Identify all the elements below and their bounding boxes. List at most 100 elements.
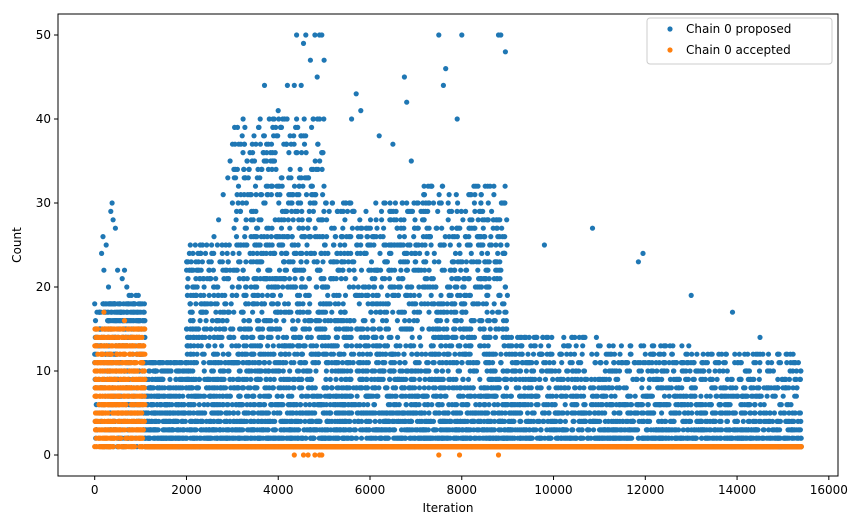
data-point	[466, 326, 472, 332]
data-point	[379, 435, 385, 441]
data-point	[238, 326, 244, 332]
data-point	[274, 192, 280, 198]
data-point	[225, 309, 231, 315]
data-point	[266, 116, 272, 122]
data-point	[387, 200, 393, 206]
data-point	[310, 200, 317, 206]
data-point	[299, 234, 305, 240]
data-point	[388, 284, 395, 290]
data-point	[306, 309, 312, 315]
data-point	[324, 385, 330, 391]
data-point	[205, 343, 211, 349]
data-point	[340, 234, 346, 240]
data-point	[196, 376, 202, 382]
data-point	[292, 276, 298, 282]
data-point	[366, 284, 372, 290]
data-point	[404, 427, 411, 433]
data-point	[187, 242, 193, 248]
data-point	[428, 242, 434, 248]
data-point	[460, 376, 466, 382]
data-point	[303, 360, 309, 366]
data-point	[306, 326, 312, 332]
data-point	[188, 259, 194, 265]
data-point	[189, 267, 195, 273]
data-point	[323, 200, 329, 206]
data-point	[271, 410, 277, 416]
data-point	[251, 133, 257, 139]
data-point	[231, 334, 237, 340]
data-point	[212, 435, 218, 441]
data-point	[341, 351, 347, 357]
data-point	[218, 360, 224, 366]
data-point	[172, 393, 178, 399]
data-point	[278, 276, 284, 282]
data-point	[339, 360, 346, 366]
data-point	[263, 242, 269, 248]
data-point	[261, 158, 267, 164]
data-point	[373, 217, 379, 223]
data-point	[247, 192, 253, 198]
series-proposed	[92, 32, 804, 450]
data-point	[185, 360, 192, 366]
data-point	[219, 259, 225, 265]
data-point	[220, 326, 226, 332]
data-point	[504, 217, 510, 223]
data-point	[225, 259, 231, 265]
data-point	[321, 208, 327, 214]
data-point	[185, 368, 191, 374]
data-point	[292, 351, 298, 357]
data-point	[364, 376, 370, 382]
data-point	[286, 175, 292, 181]
data-point	[201, 368, 207, 374]
data-point	[207, 334, 213, 340]
data-point	[377, 418, 383, 424]
data-point	[417, 334, 423, 340]
data-point	[484, 259, 491, 265]
data-point	[276, 267, 283, 273]
data-point	[177, 368, 183, 374]
data-point	[145, 410, 151, 416]
data-point	[197, 435, 203, 441]
data-point	[246, 326, 252, 332]
data-point	[152, 435, 158, 441]
data-point	[422, 267, 428, 273]
data-point	[236, 276, 242, 282]
data-point	[215, 410, 221, 416]
points-layer	[92, 32, 804, 458]
data-point	[253, 192, 259, 198]
data-point	[353, 292, 359, 298]
data-point	[208, 326, 214, 332]
data-point	[201, 284, 207, 290]
data-point	[294, 301, 300, 307]
data-point	[193, 427, 199, 433]
data-point	[381, 225, 387, 231]
data-point	[299, 351, 306, 357]
data-point	[269, 225, 275, 231]
data-point	[179, 385, 185, 391]
data-point	[207, 385, 213, 391]
data-point	[262, 200, 268, 206]
data-point	[168, 435, 175, 441]
data-point	[191, 435, 197, 441]
data-point	[174, 360, 180, 366]
data-point	[361, 334, 368, 340]
data-point	[133, 318, 139, 324]
data-point	[313, 166, 319, 172]
data-point	[362, 385, 368, 391]
data-point	[167, 376, 173, 382]
data-point	[184, 326, 190, 332]
data-point	[296, 376, 302, 382]
data-point	[153, 418, 159, 424]
data-point	[167, 410, 173, 416]
data-point	[118, 318, 124, 324]
data-point	[128, 318, 134, 324]
data-point	[300, 183, 306, 189]
data-point	[302, 343, 308, 349]
data-point	[279, 183, 285, 189]
data-point	[334, 250, 340, 256]
data-point	[323, 309, 329, 315]
data-point	[364, 351, 370, 357]
data-point	[382, 427, 388, 433]
data-point	[140, 309, 146, 315]
data-point	[235, 183, 242, 189]
